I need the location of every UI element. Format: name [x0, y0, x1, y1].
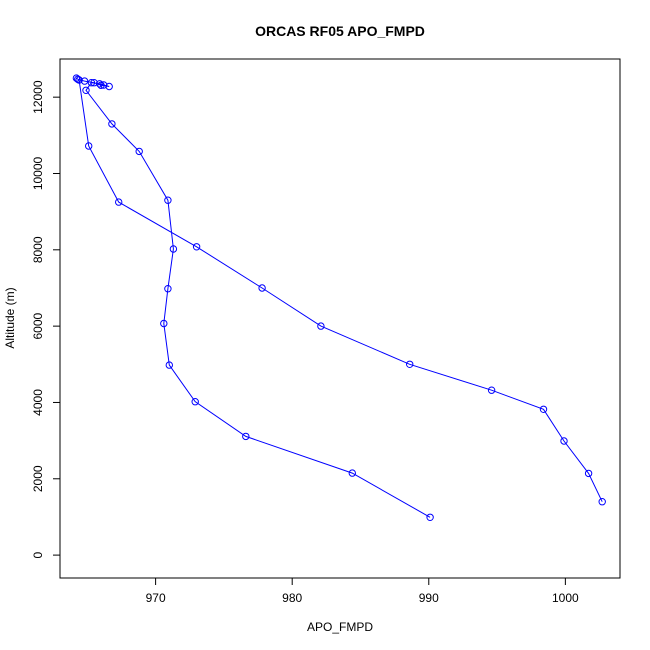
data-point	[192, 243, 201, 251]
data-point	[160, 319, 168, 328]
data-point	[426, 513, 434, 521]
x-tick-label: 980	[282, 591, 302, 605]
data-point	[97, 81, 105, 90]
data-point	[95, 80, 104, 88]
data-point	[560, 437, 568, 445]
data-point	[80, 77, 89, 85]
x-tick-label: 970	[146, 591, 166, 605]
data-point	[348, 469, 356, 477]
data-point	[598, 498, 606, 506]
data-point	[100, 81, 108, 89]
data-point	[115, 198, 123, 206]
plot-frame	[59, 58, 621, 579]
data-point	[165, 361, 174, 369]
data-point	[584, 469, 593, 478]
y-axis-label: Altitude (m)	[3, 287, 17, 348]
data-point	[135, 147, 143, 156]
data-point	[82, 86, 90, 95]
data-point	[258, 284, 266, 292]
x-tick-label: 990	[419, 591, 439, 605]
data-point	[75, 76, 83, 84]
y-tick-label: 6000	[31, 312, 45, 339]
data-point	[90, 79, 98, 87]
data-point	[317, 322, 325, 330]
data-point	[406, 360, 414, 368]
series-line	[76, 77, 603, 518]
data-point	[74, 75, 82, 83]
data-point	[242, 432, 250, 441]
data-point	[108, 120, 116, 128]
y-tick-label: 0	[31, 551, 45, 558]
data-point	[85, 142, 93, 150]
x-axis: 970 980 990 1000	[146, 578, 579, 605]
data-point	[487, 386, 496, 394]
data-point	[87, 79, 96, 87]
y-axis: 0 2000 4000 6000 8000 10000 12000	[31, 80, 60, 558]
x-tick-label: 1000	[552, 591, 579, 605]
data-point	[191, 398, 199, 406]
y-tick-label: 10000	[31, 156, 45, 190]
data-point	[164, 196, 172, 204]
data-point	[105, 82, 113, 91]
data-point	[164, 285, 172, 293]
data-point	[169, 245, 178, 253]
y-tick-label: 4000	[31, 389, 45, 416]
series-group	[72, 74, 606, 521]
data-point	[539, 405, 548, 413]
y-tick-label: 2000	[31, 465, 45, 492]
y-tick-label: 12000	[31, 80, 45, 114]
y-tick-label: 8000	[31, 236, 45, 263]
x-axis-label: APO_FMPD	[307, 620, 373, 634]
chart-title: ORCAS RF05 APO_FMPD	[255, 23, 425, 39]
